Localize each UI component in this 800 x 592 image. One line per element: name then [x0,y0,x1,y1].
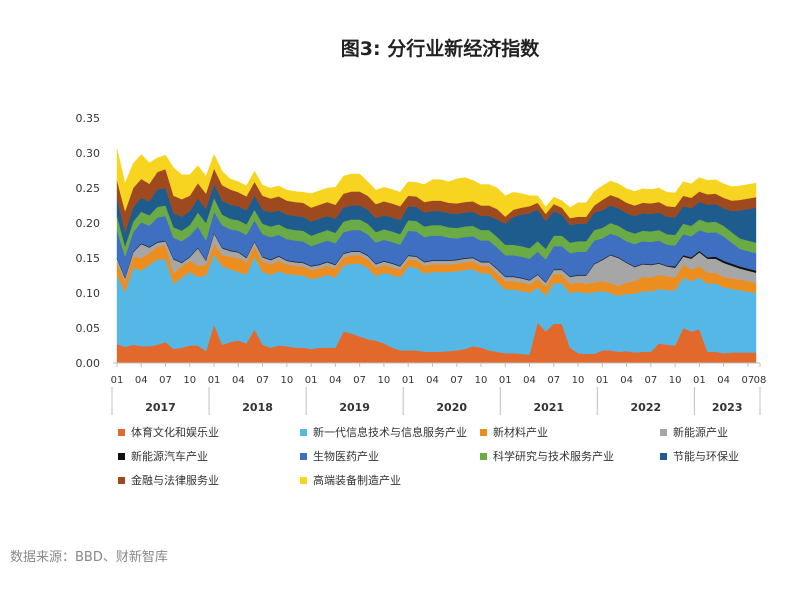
x-tick-label-23: 10 [669,375,682,386]
year-label-6: 2023 [712,401,743,414]
year-label-4: 2021 [533,401,564,414]
x-tick-label-19: 10 [572,375,585,386]
x-tick-label-11: 10 [378,375,391,386]
x-tick-label-5: 04 [232,375,245,386]
x-tick-label-22: 07 [644,375,657,386]
legend-label-8: 金融与法律服务业 [131,474,219,487]
x-tick-label-16: 01 [499,375,512,386]
x-tick-label-18: 07 [547,375,560,386]
x-tick-label-9: 04 [329,375,342,386]
x-tick-label-6: 07 [256,375,269,386]
source-note: 数据来源：BBD、财新智库 [10,550,168,565]
legend-swatch-0 [118,428,125,436]
legend-swatch-2 [480,428,487,436]
y-tick-label-0: 0.00 [76,357,101,370]
legend: 体育文化和娱乐业 新一代信息技术与信息服务产业 新材料产业 新能源产业新能源汽车产业 生… [118,424,778,488]
legend-label-4: 新能源汽车产业 [131,450,208,463]
x-tick-label-20: 01 [596,375,609,386]
legend-item-7: 节能与环保业 [660,448,778,464]
year-label-2: 2019 [339,401,370,414]
y-tick-label-5: 0.25 [76,182,101,195]
legend-swatch-1 [300,428,307,436]
legend-label-6: 科学研究与技术服务产业 [493,450,614,463]
year-label-3: 2020 [436,401,467,414]
x-tick-label-15: 10 [475,375,488,386]
legend-item-0: 体育文化和娱乐业 [118,424,300,440]
legend-item-6: 科学研究与技术服务产业 [480,448,660,464]
x-tick-label-26: 07 [742,375,755,386]
x-tick-label-7: 10 [280,375,293,386]
x-tick-label-2: 07 [159,375,172,386]
chart-title: 图3: 分行业新经济指数 [340,38,540,60]
legend-item-9: 高端装备制造产业 [300,472,480,488]
y-tick-label-1: 0.05 [76,322,101,335]
y-tick-label-2: 0.10 [76,287,101,300]
x-tick-label-25: 04 [717,375,730,386]
legend-swatch-7 [660,452,667,460]
x-tick-label-0: 01 [111,375,124,386]
legend-label-0: 体育文化和娱乐业 [131,426,219,439]
legend-swatch-8 [118,476,125,484]
x-tick-label-17: 04 [523,375,536,386]
legend-item-1: 新一代信息技术与信息服务产业 [300,424,480,440]
y-tick-label-3: 0.15 [76,252,101,265]
legend-item-5: 生物医药产业 [300,448,480,464]
legend-swatch-6 [480,452,487,460]
year-label-5: 2022 [631,401,662,414]
area-layers [116,148,757,364]
x-tick-label-12: 01 [402,375,415,386]
x-tick-label-27: 08 [754,375,767,386]
x-tick-label-13: 04 [426,375,439,386]
area-series-9 [116,148,757,219]
axes: 0.00 0.05 0.10 0.15 0.20 0.25 0.30 0.35 01 04 07 10… [76,112,767,415]
year-label-1: 2018 [242,401,273,414]
x-tick-label-21: 04 [620,375,633,386]
legend-swatch-4 [118,452,125,460]
legend-label-1: 新一代信息技术与信息服务产业 [313,426,467,439]
year-label-0: 2017 [145,401,176,414]
legend-label-3: 新能源产业 [673,426,728,439]
x-tick-label-14: 07 [450,375,463,386]
legend-label-5: 生物医药产业 [313,450,379,463]
legend-item-3: 新能源产业 [660,424,778,440]
x-tick-label-4: 01 [208,375,221,386]
y-tick-label-4: 0.20 [76,217,101,230]
x-tick-label-8: 01 [305,375,318,386]
x-tick-label-24: 01 [693,375,706,386]
x-tick-label-1: 04 [135,375,148,386]
legend-item-2: 新材料产业 [480,424,660,440]
y-tick-label-7: 0.35 [76,112,101,125]
legend-label-9: 高端装备制造产业 [313,474,401,487]
legend-swatch-9 [300,476,307,484]
legend-swatch-3 [660,428,667,436]
x-tick-label-3: 10 [183,375,196,386]
legend-label-7: 节能与环保业 [673,450,739,463]
legend-item-8: 金融与法律服务业 [118,472,300,488]
y-tick-label-6: 0.30 [76,147,101,160]
legend-item-4: 新能源汽车产业 [118,448,300,464]
legend-swatch-5 [300,452,307,460]
legend-label-2: 新材料产业 [493,426,548,439]
x-tick-label-10: 07 [353,375,366,386]
